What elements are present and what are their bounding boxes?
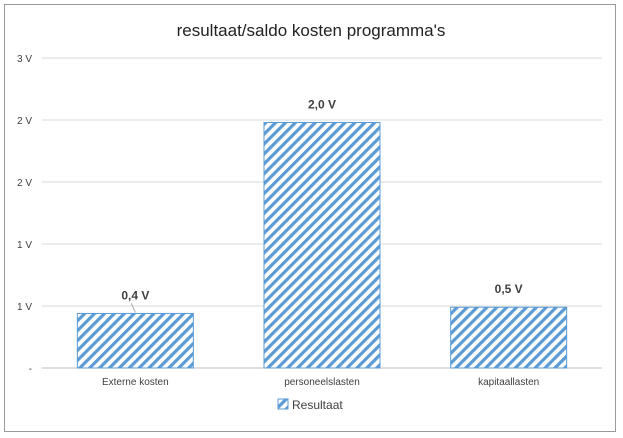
bar-2 — [450, 306, 568, 369]
legend: Resultaat — [277, 398, 343, 412]
bars — [76, 121, 568, 369]
x-axis-ticks: Externe kosten personeelslasten kapitaalla… — [102, 377, 539, 388]
x-tick-label: kapitaallasten — [478, 377, 539, 388]
y-tick-label: 1 V — [17, 302, 32, 313]
data-label: 0,4 V — [121, 288, 149, 302]
y-tick-label: 3 V — [17, 54, 32, 65]
y-axis-ticks: - 1 V 1 V 2 V 2 V 3 V — [17, 54, 32, 375]
y-tick-label: - — [29, 364, 32, 375]
legend-label: Resultaat — [292, 398, 343, 412]
chart-title: resultaat/saldo kosten programma's — [177, 21, 446, 40]
y-tick-label: 1 V — [17, 240, 32, 251]
x-tick-label: personeelslasten — [284, 377, 360, 388]
data-labels: 0,4 V 2,0 V 0,5 V — [121, 97, 523, 313]
data-label: 0,5 V — [495, 282, 523, 296]
bar-0 — [76, 312, 194, 369]
data-label: 2,0 V — [308, 97, 336, 111]
x-tick-label: Externe kosten — [102, 377, 169, 388]
legend-swatch — [277, 398, 289, 410]
leader-line — [130, 303, 136, 313]
bar-1 — [263, 121, 381, 369]
y-tick-label: 2 V — [17, 178, 32, 189]
y-tick-label: 2 V — [17, 116, 32, 127]
